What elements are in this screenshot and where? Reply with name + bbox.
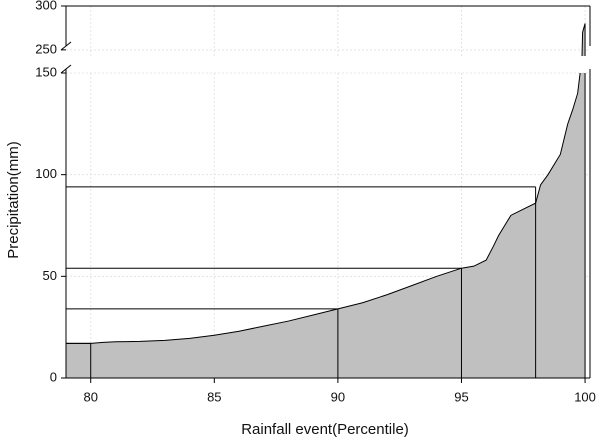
axis-break — [60, 64, 72, 74]
area — [581, 23, 586, 56]
x-tick-label: 100 — [574, 389, 596, 404]
x-axis-label: Rainfall event(Percentile) — [241, 421, 409, 438]
y-tick-label: 50 — [43, 268, 57, 283]
x-tick-label: 95 — [454, 389, 468, 404]
x-tick-label: 85 — [207, 389, 221, 404]
y-tick-label: 300 — [35, 0, 57, 12]
x-tick-label: 90 — [331, 389, 345, 404]
axis-break — [60, 41, 72, 51]
y-axis-label: Precipitation(mm) — [5, 141, 22, 259]
area — [66, 73, 586, 378]
x-tick-label: 80 — [83, 389, 97, 404]
y-tick-label: 0 — [50, 369, 57, 384]
y-tick-label: 250 — [35, 41, 57, 56]
y-tick-label: 150 — [35, 64, 57, 79]
y-tick-label: 100 — [35, 166, 57, 181]
